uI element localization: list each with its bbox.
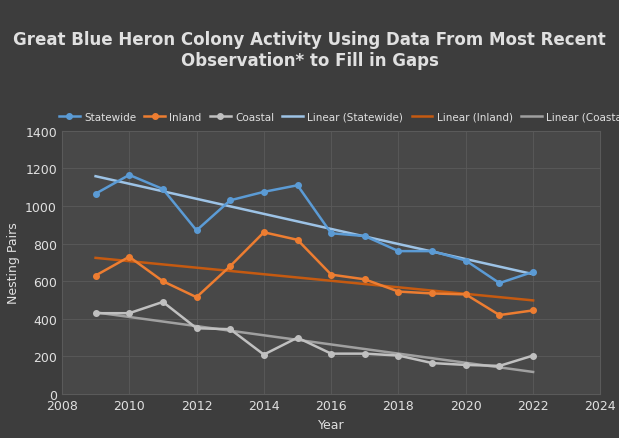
Y-axis label: Nesting Pairs: Nesting Pairs <box>7 222 20 304</box>
X-axis label: Year: Year <box>318 417 345 431</box>
Text: Great Blue Heron Colony Activity Using Data From Most Recent
Observation* to Fil: Great Blue Heron Colony Activity Using D… <box>13 31 606 69</box>
Legend: Statewide, Inland, Coastal, Linear (Statewide), Linear (Inland), Linear (Coastal: Statewide, Inland, Coastal, Linear (Stat… <box>54 108 619 127</box>
